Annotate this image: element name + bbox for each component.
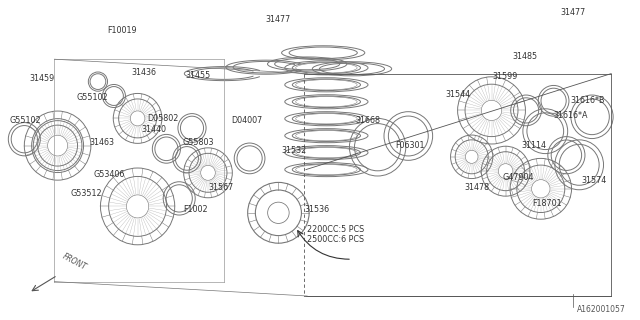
Text: F06301: F06301 <box>395 141 424 150</box>
Text: 31455: 31455 <box>186 71 211 80</box>
Text: 31436: 31436 <box>131 68 157 76</box>
Text: 31485: 31485 <box>512 52 538 60</box>
Text: 31532: 31532 <box>282 146 307 155</box>
Text: G53406: G53406 <box>93 170 125 179</box>
Text: FRONT: FRONT <box>61 252 88 272</box>
Text: 31616*B: 31616*B <box>570 96 605 105</box>
Text: 31536: 31536 <box>304 205 330 214</box>
Text: 31668: 31668 <box>355 116 381 124</box>
Text: F10019: F10019 <box>107 26 136 35</box>
Text: D04007: D04007 <box>231 116 262 124</box>
Text: G55803: G55803 <box>182 138 214 147</box>
Text: 31114: 31114 <box>522 141 547 150</box>
Text: 31477: 31477 <box>560 8 586 17</box>
Text: 31459: 31459 <box>29 74 54 83</box>
Text: G53512: G53512 <box>70 189 102 198</box>
Text: F18701: F18701 <box>532 199 562 208</box>
Text: 31599: 31599 <box>493 72 518 81</box>
Text: G55102: G55102 <box>77 93 109 102</box>
Text: 31477: 31477 <box>266 15 291 24</box>
Text: F1002: F1002 <box>183 205 207 214</box>
Text: 31463: 31463 <box>90 138 115 147</box>
Text: G55102: G55102 <box>10 116 42 124</box>
Text: 31544: 31544 <box>445 90 470 99</box>
Text: 31616*A: 31616*A <box>554 111 588 120</box>
Text: D05802: D05802 <box>147 114 179 123</box>
Text: 31440: 31440 <box>141 125 166 134</box>
Text: 2200CC:5 PCS: 2200CC:5 PCS <box>307 225 365 234</box>
Text: G47904: G47904 <box>502 173 534 182</box>
Text: 31478: 31478 <box>464 183 490 192</box>
Text: 31574: 31574 <box>581 176 607 185</box>
Text: 2500CC:6 PCS: 2500CC:6 PCS <box>307 235 365 244</box>
Text: 31567: 31567 <box>208 183 234 192</box>
Text: A162001057: A162001057 <box>577 305 626 314</box>
